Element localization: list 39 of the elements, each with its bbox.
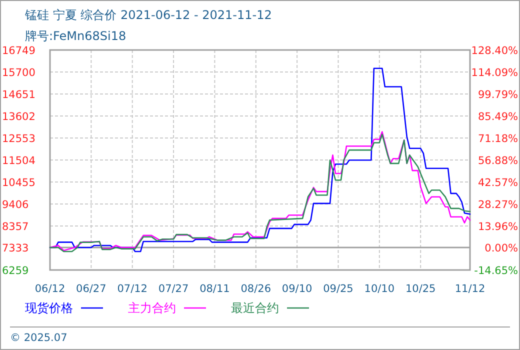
y-tick-label: 8357 — [2, 221, 29, 233]
y-tick-label: 14651 — [2, 89, 36, 101]
x-tick-label: 09/25 — [323, 283, 354, 295]
y-tick-label: 9406 — [2, 199, 30, 211]
y-tick-label: 10455 — [2, 177, 36, 189]
x-tick-label: 08/26 — [240, 283, 272, 295]
y2-tick-label: 13.96% — [478, 221, 518, 233]
y2-tick-label: 114.09% — [471, 67, 518, 80]
y-tick-label: 15700 — [2, 67, 36, 79]
y-tick-label: 13602 — [2, 111, 36, 123]
legend-label: 现货价格 — [25, 301, 73, 315]
legend-label: 最近合约 — [231, 301, 279, 315]
x-tick-label: 07/27 — [158, 283, 189, 295]
y-tick-label: 16749 — [2, 45, 36, 57]
y2-tick-label: -14.65% — [474, 265, 518, 277]
y2-tick-label: 71.18% — [478, 133, 518, 145]
x-tick-label: 08/11 — [200, 283, 230, 295]
y2-tick-label: 42.57% — [478, 177, 518, 189]
y-tick-label: 7333 — [2, 242, 29, 254]
text: © 2025.07 — [10, 332, 68, 344]
y2-tick-label: 56.88% — [478, 154, 518, 167]
x-tick-label: 09/10 — [282, 283, 312, 295]
chart-subtitle: 牌号:FeMn68Si18 — [25, 29, 126, 43]
x-tick-label: 10/25 — [405, 283, 436, 295]
y2-tick-label: 85.49% — [478, 110, 518, 123]
x-tick-label: 06/12 — [34, 283, 66, 295]
legend-label: 主力合约 — [128, 301, 176, 315]
x-tick-label: 07/12 — [117, 283, 148, 295]
chart-title: 锰硅 宁夏 综合价 2021-06-12 - 2021-11-12 — [24, 8, 272, 22]
y-tick-label: 6259 — [2, 265, 29, 277]
y2-tick-label: 99.79% — [478, 89, 518, 101]
x-tick-label: 11/12 — [454, 283, 486, 295]
y-tick-label: 11504 — [2, 155, 36, 167]
x-tick-label: 06/27 — [76, 283, 106, 295]
y2-tick-label: 0.00% — [484, 242, 518, 254]
y2-tick-label: 28.27% — [478, 198, 518, 211]
y-tick-label: 12553 — [2, 133, 36, 145]
y2-tick-label: 128.40% — [471, 45, 518, 57]
x-tick-label: 10/10 — [364, 283, 395, 295]
